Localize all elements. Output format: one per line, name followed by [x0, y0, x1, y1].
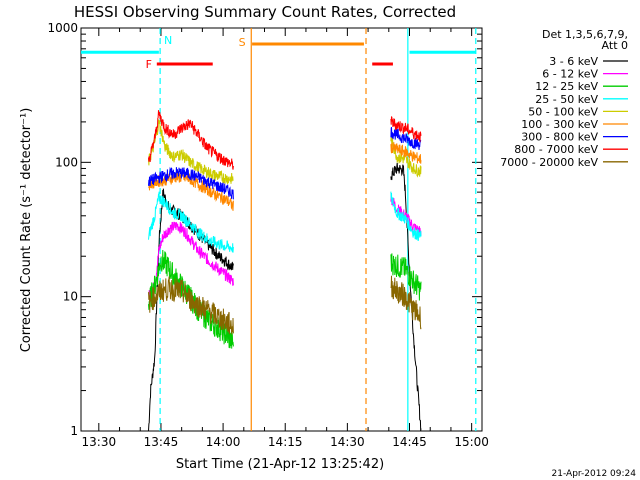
series-line [148, 221, 234, 300]
legend-label: 100 - 300 keV [521, 118, 598, 131]
legend-header-line-2: Att 0 [602, 39, 628, 52]
legend-label: 50 - 100 keV [528, 105, 598, 118]
flag-bars: FN S [81, 34, 476, 71]
legend-label: 7000 - 20000 keV [500, 156, 598, 169]
x-tick-label: 14:15 [268, 435, 303, 449]
legend-label: 800 - 7000 keV [514, 143, 598, 156]
y-tick-label: 1000 [47, 21, 78, 35]
plot-border [80, 27, 483, 432]
y-tick-label: 10 [63, 290, 78, 304]
legend-label: 6 - 12 keV [542, 68, 598, 81]
legend-label: 300 - 800 keV [521, 131, 598, 144]
flag-label: N [164, 34, 172, 47]
legend-label: 3 - 6 keV [549, 55, 598, 68]
series-line [390, 191, 422, 241]
series-line [390, 142, 422, 164]
x-tick-label: 15:00 [454, 435, 489, 449]
footer-timestamp: 21-Apr-2012 09:24 [552, 469, 637, 479]
flag-label: S [239, 36, 246, 49]
y-tick-label: 1 [70, 424, 78, 438]
legend-label: 12 - 25 keV [535, 80, 598, 93]
series-line [148, 110, 234, 170]
legend-label: 25 - 50 keV [535, 93, 598, 106]
x-tick-label: 14:30 [330, 435, 365, 449]
series-line [390, 253, 422, 301]
axis-ticks: 13:30 13:45 14:00 14:15 14:30 14:45 15:00 1 10 10… [47, 21, 488, 449]
y-tick-label: 100 [55, 155, 78, 169]
series-line [148, 249, 234, 349]
flag-label: F [146, 58, 152, 71]
plot-frame [80, 27, 483, 432]
x-tick-label: 13:30 [82, 435, 117, 449]
series-line [148, 166, 234, 200]
series-line [148, 276, 234, 335]
series-line [148, 188, 234, 432]
legend-header-line-1: Det 1,3,5,6,7,9, [542, 28, 628, 41]
y-axis-label: Corrected Count Rate (s⁻¹ detector⁻¹) [19, 108, 34, 353]
series-line [390, 116, 422, 143]
x-tick-label: 14:45 [392, 435, 427, 449]
x-tick-label: 14:00 [206, 435, 241, 449]
chart-title: HESSI Observing Summary Count Rates, Cor… [74, 3, 456, 21]
series-line [390, 162, 422, 432]
series-line [390, 275, 422, 330]
x-tick-label: 13:45 [144, 435, 179, 449]
series-line [148, 191, 234, 253]
series-lines [148, 110, 422, 432]
series-line [148, 119, 234, 185]
observation-markers [159, 28, 477, 431]
x-axis-label: Start Time (21-Apr-12 13:25:42) [176, 457, 384, 472]
